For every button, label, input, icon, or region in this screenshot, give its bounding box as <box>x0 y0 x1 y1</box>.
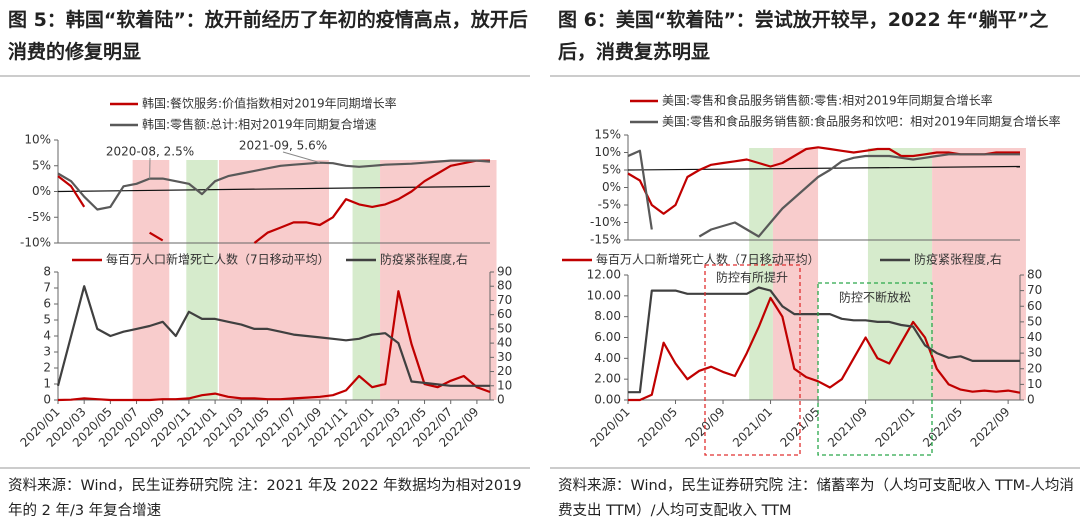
annotation: 2020-08, 2.5% <box>106 145 194 159</box>
y-tick-label: 8 <box>43 265 51 279</box>
y-tick-label: 10% <box>24 133 51 147</box>
y2-tick-label: 90 <box>497 265 512 279</box>
bands <box>133 148 1026 400</box>
y-tick-label: 6.00 <box>594 330 621 344</box>
x-tick-label: 2022/09 <box>968 405 1013 450</box>
y2-tick-label: 50 <box>497 321 512 335</box>
y-tick-label: -10% <box>20 236 51 250</box>
y2-tick-label: 80 <box>497 279 512 293</box>
legend-label: 韩国:零售额:总计:相对2019年同期复合增速 <box>142 117 377 132</box>
legend-label: 防疫紧张程度,右 <box>380 252 468 267</box>
x-tick-label: 2021/01 <box>730 405 775 450</box>
y2-tick-label: 20 <box>497 364 512 378</box>
y2-tick-label: 30 <box>1027 346 1042 360</box>
y-tick-label: 8.00 <box>594 309 621 323</box>
y-tick-label: 5% <box>32 158 51 172</box>
y-tick-label: 0.00 <box>594 393 621 407</box>
y2-tick-label: 70 <box>1027 283 1042 297</box>
legend-label: 美国:零售和食品服务销售额:食品服务和饮吧：相对2019年同期复合增长率 <box>662 114 1061 129</box>
y2-tick-label: 30 <box>497 350 512 364</box>
annotation: 防控有所提升 <box>716 270 788 285</box>
y-tick-label: 3 <box>43 345 51 359</box>
y2-tick-label: 40 <box>1027 330 1042 344</box>
y-tick-label: 10% <box>594 145 621 159</box>
y2-tick-label: 80 <box>1027 268 1042 282</box>
period-band <box>353 160 380 400</box>
annotation: 防控不断放松 <box>839 290 911 305</box>
y2-tick-label: 10 <box>497 378 512 392</box>
y-tick-label: 2 <box>43 361 51 375</box>
x-tick-label: 2021/09 <box>825 405 870 450</box>
y-tick-label: 1 <box>43 377 51 391</box>
y-tick-label: 2.00 <box>594 372 621 386</box>
x-tick-label: 2022/05 <box>920 405 965 450</box>
y2-tick-label: 0 <box>1027 393 1035 407</box>
legend-label: 美国:零售和食品服务销售额:零售:相对2019年同期复合增长率 <box>662 93 993 108</box>
y-tick-label: 0% <box>602 180 621 194</box>
x-tick-label: 2020/01 <box>587 405 632 450</box>
x-tick-label: 2022/01 <box>873 405 918 450</box>
y-tick-label: -5% <box>598 198 621 212</box>
y-tick-label: 5% <box>602 163 621 177</box>
y-tick-label: -15% <box>590 233 621 247</box>
y-tick-label: 0 <box>43 393 51 407</box>
annotation: 2021-09, 5.6% <box>239 139 327 153</box>
y2-tick-label: 20 <box>1027 361 1042 375</box>
y-tick-label: 10.00 <box>587 288 621 302</box>
y2-tick-label: 50 <box>1027 314 1042 328</box>
period-band <box>380 160 497 400</box>
y-tick-label: 15% <box>594 128 621 142</box>
legend-label: 防疫紧张程度,右 <box>914 252 1002 267</box>
legend-label: 每百万人口新增死亡人数（7日移动平均） <box>106 252 330 267</box>
y-tick-label: -10% <box>590 215 621 229</box>
period-band <box>133 160 170 400</box>
legend-label: 韩国:餐饮服务:价值指数相对2019年同期增长率 <box>142 96 397 111</box>
period-band <box>219 160 329 400</box>
y-tick-label: -5% <box>28 210 51 224</box>
period-band <box>932 148 1026 400</box>
period-band <box>186 160 217 400</box>
y2-tick-label: 60 <box>1027 299 1042 313</box>
x-tick-label: 2020/05 <box>635 405 680 450</box>
y2-tick-label: 0 <box>497 393 505 407</box>
y-tick-label: 4.00 <box>594 351 621 365</box>
y-tick-label: 0% <box>32 184 51 198</box>
y-tick-label: 4 <box>43 329 51 343</box>
y2-tick-label: 70 <box>497 293 512 307</box>
period-band <box>868 148 932 400</box>
y-tick-label: 5 <box>43 313 51 327</box>
y2-tick-label: 60 <box>497 307 512 321</box>
legend-label: 每百万人口新增死亡人数（7日移动平均） <box>596 252 820 267</box>
y2-tick-label: 40 <box>497 336 512 350</box>
y-tick-label: 6 <box>43 297 51 311</box>
y-tick-label: 12.00 <box>587 268 621 282</box>
y-tick-label: 7 <box>43 281 51 295</box>
y2-tick-label: 10 <box>1027 377 1042 391</box>
